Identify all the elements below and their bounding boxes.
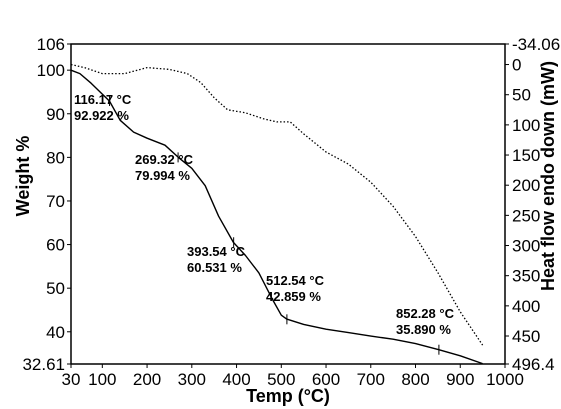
y-left-axis-title: Weight %	[13, 136, 33, 217]
annotation-temp-label: 512.54 °C	[266, 273, 325, 288]
annotation-value-label: 35.890 %	[396, 322, 451, 337]
y-left-tick-label: 80	[46, 148, 65, 167]
y-left-tick-label: 32.61	[22, 355, 65, 374]
y-left-tick-label: 90	[46, 105, 65, 124]
x-tick-label: 1000	[486, 370, 524, 389]
y-right-tick-label: 450	[512, 327, 540, 346]
x-tick-label: 30	[62, 370, 81, 389]
annotation-value-label: 60.531 %	[187, 260, 242, 275]
x-tick-label: 600	[312, 370, 340, 389]
annotation-temp-label: 393.54 °C	[187, 244, 246, 259]
y-right-tick-label: 350	[512, 267, 540, 286]
x-tick-label: 800	[401, 370, 429, 389]
y-right-tick-label: 0	[512, 56, 521, 75]
y-left-tick-label: 100	[37, 61, 65, 80]
y-left-tick-label: 70	[46, 192, 65, 211]
y-right-tick-label: -34.06	[512, 35, 560, 54]
y-right-tick-label: 50	[512, 86, 531, 105]
heat-flow-series-line	[70, 63, 484, 346]
y-right-tick-label: 400	[512, 297, 540, 316]
annotation-temp-label: 852.28 °C	[396, 306, 455, 321]
y-right-tick-label: 300	[512, 237, 540, 256]
x-tick-label: 300	[178, 370, 206, 389]
y-right-tick-label: 200	[512, 176, 540, 195]
y-right-axis-title: Heat flow endo down (mW)	[538, 61, 558, 291]
y-left-axis-ticks: 32.61 40 50 60 70 80 90 100 106	[22, 35, 71, 374]
annotation-temp-label: 116.17 °C	[74, 92, 132, 107]
x-tick-label: 100	[88, 370, 116, 389]
annotation-temp-label: 269.32 °C	[135, 152, 194, 167]
plot-frame	[70, 43, 506, 365]
y-left-tick-label: 40	[46, 323, 65, 342]
y-right-tick-label: 496.4	[512, 355, 555, 374]
y-left-tick-label: 50	[46, 279, 65, 298]
x-tick-label: 500	[267, 370, 295, 389]
annotation-layer: 116.17 °C92.922 % 269.32 °C79.994 % 393.54…	[74, 92, 455, 355]
annotation-value-label: 79.994 %	[135, 168, 190, 183]
x-tick-label: 700	[357, 370, 385, 389]
x-tick-label: 900	[446, 370, 474, 389]
weight-series-line	[70, 69, 483, 365]
x-tick-label: 200	[133, 370, 161, 389]
x-tick-label: 400	[222, 370, 250, 389]
x-axis-title: Temp (°C)	[246, 386, 330, 406]
annotation-value-label: 42.859 %	[266, 289, 321, 304]
x-axis-ticks: 30 100 200 300 400 500 600 700 800 900 1000	[62, 364, 524, 389]
annotation-value-label: 92.922 %	[74, 108, 129, 123]
y-right-axis-ticks: -34.06 0 50 100 150 200 250 300 350 400 450 496.4	[505, 35, 560, 374]
y-right-tick-label: 100	[512, 116, 540, 135]
series-layer	[70, 63, 484, 365]
y-right-tick-label: 150	[512, 146, 540, 165]
y-left-tick-label: 60	[46, 236, 65, 255]
y-right-tick-label: 250	[512, 206, 540, 225]
y-left-tick-label: 106	[37, 35, 65, 54]
